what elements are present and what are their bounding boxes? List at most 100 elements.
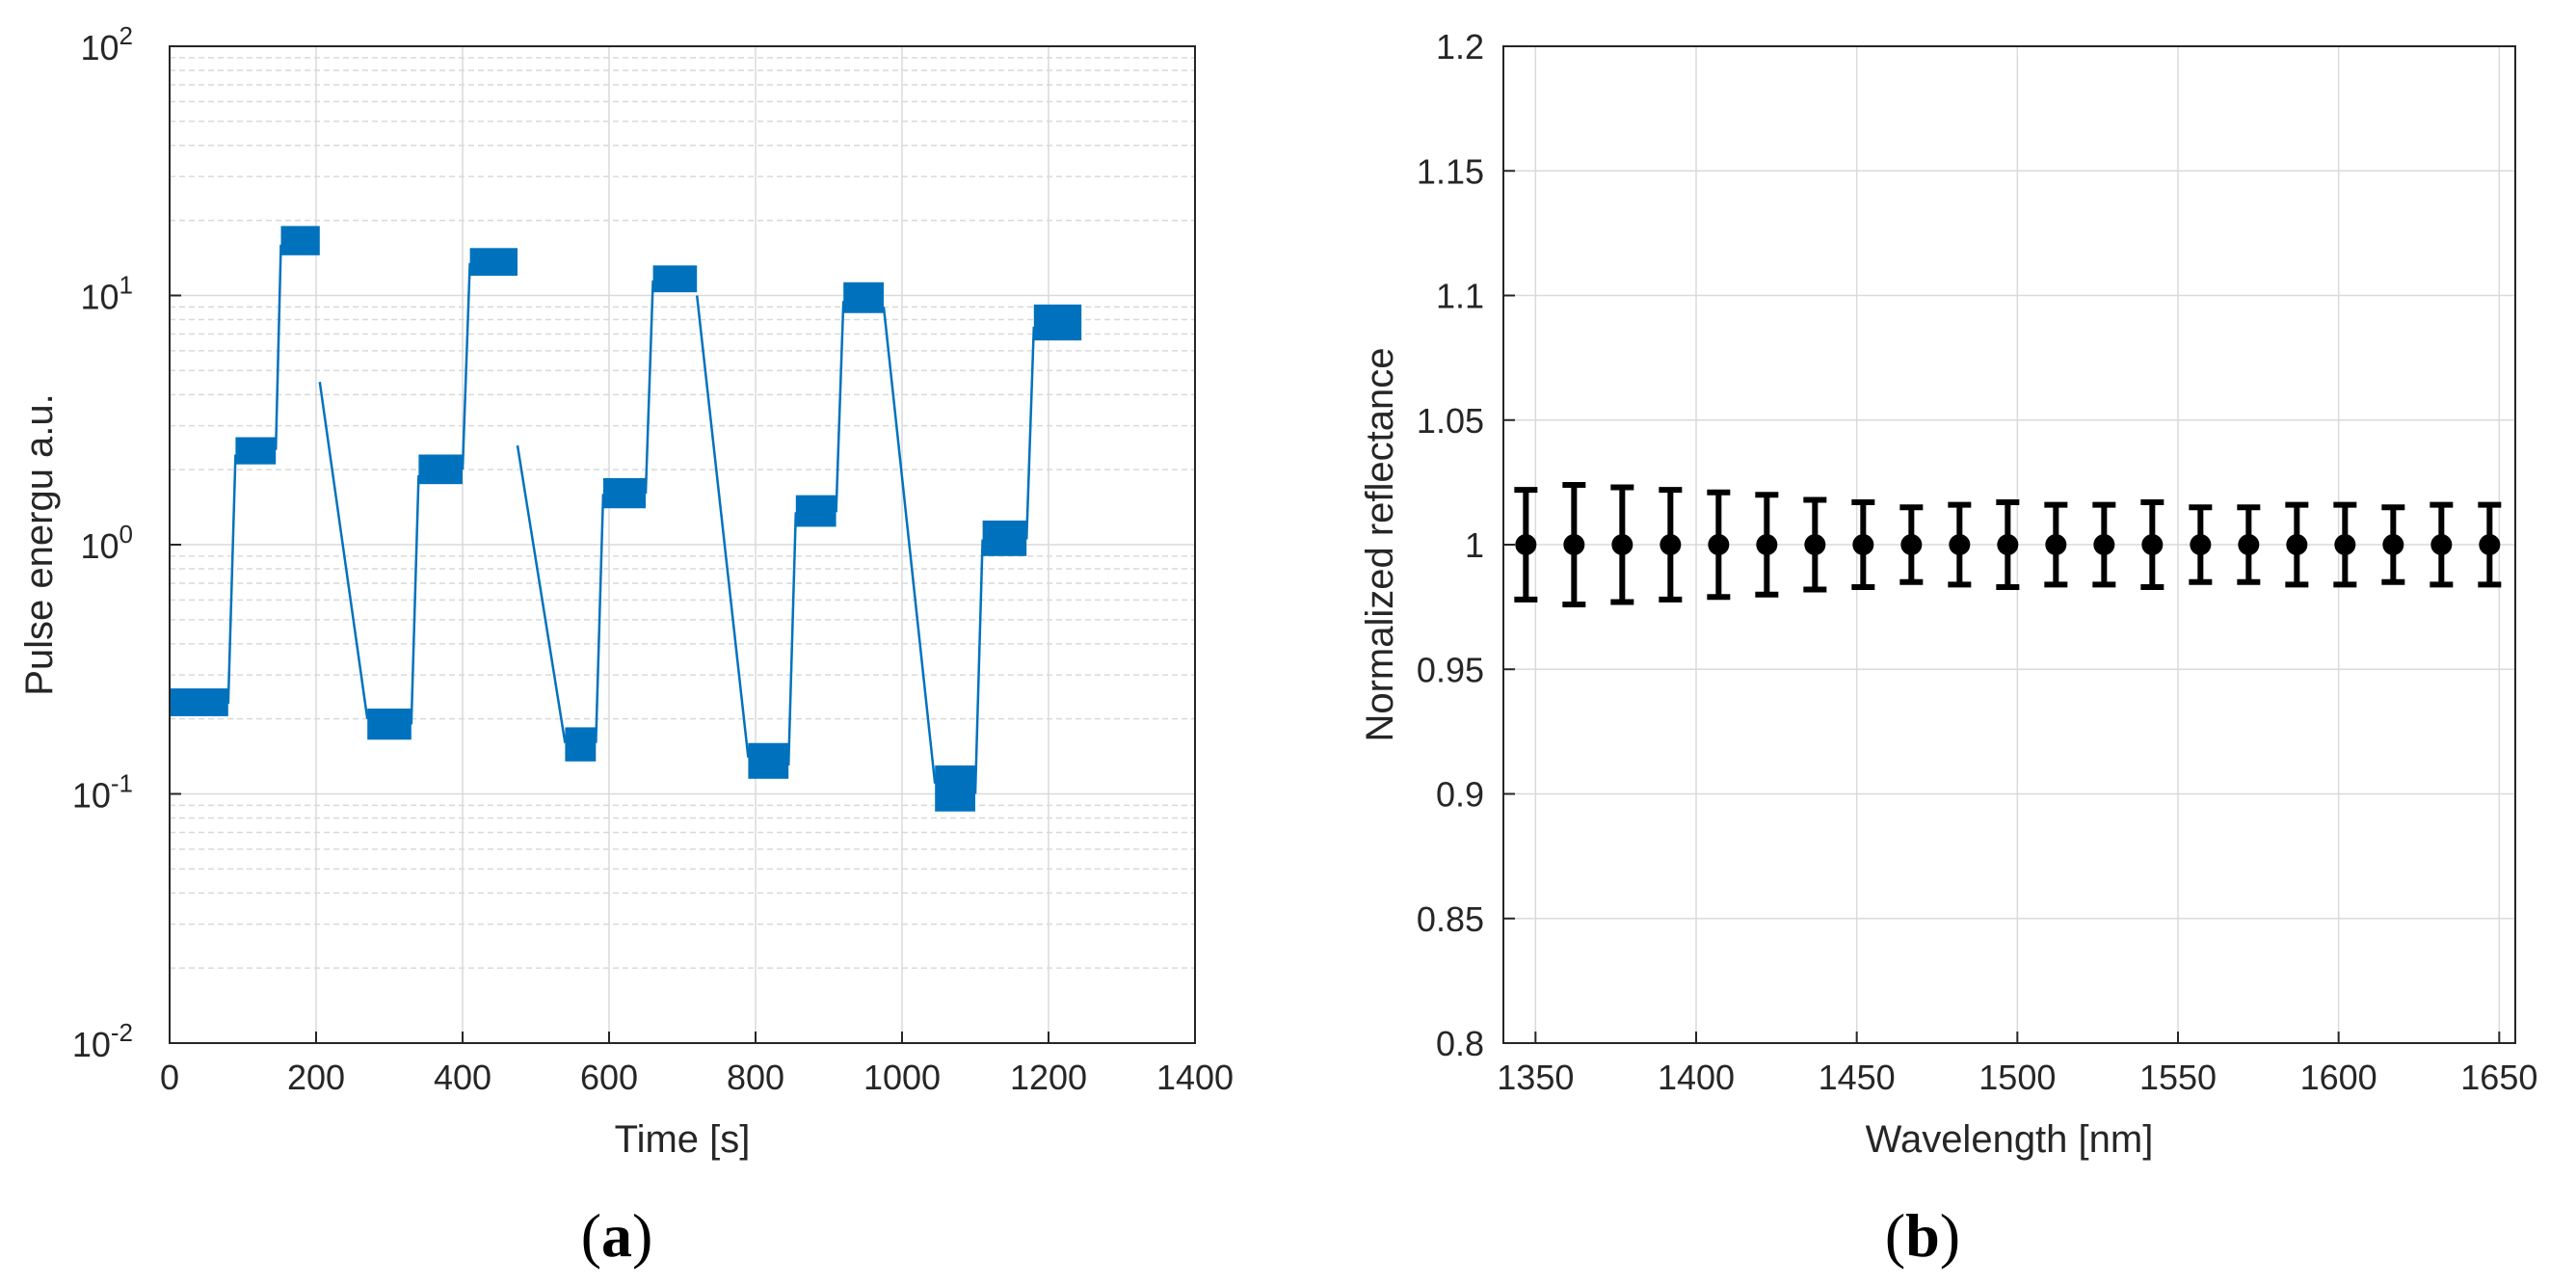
chart-a-transition-5 — [318, 381, 369, 719]
chart-b-errorbar-8 — [1899, 504, 1924, 585]
chart-b-errorbar-19 — [2430, 501, 2454, 588]
chart-b-errorbar-14 — [2189, 504, 2213, 585]
chart-a-transition-15 — [644, 280, 654, 495]
chart-a-ytick-label: 102 — [80, 21, 133, 67]
chart-b-ylabel: Normalized reflectance — [1359, 347, 1401, 741]
chart-b-errorbar-7 — [1851, 499, 1875, 590]
chart-b-xtick-label: 1550 — [2139, 1058, 2217, 1097]
chart-a-ytick-label: 101 — [80, 271, 133, 317]
chart-a-plateau-0 — [170, 688, 228, 716]
chart-b-point — [2190, 534, 2212, 555]
chart-b-ytick-label: 0.95 — [1417, 650, 1484, 689]
chart-b-point — [1611, 534, 1633, 555]
chart-b-point — [1756, 534, 1778, 555]
chart-b-point — [1900, 534, 1923, 555]
chart-a-xtick-label: 0 — [160, 1058, 179, 1097]
chart-b-errorbar-10 — [1996, 499, 2020, 590]
chart-a-transition-21 — [835, 301, 845, 513]
chart-b-ytick-label: 0.8 — [1436, 1024, 1484, 1063]
chart-b-errorbar-5 — [1755, 492, 1779, 598]
chart-b-ytick-label: 0.9 — [1436, 775, 1484, 815]
chart-a-transition-11 — [516, 444, 567, 743]
chart-b-point — [1563, 534, 1585, 555]
chart-b-xtick-label: 1600 — [2300, 1058, 2377, 1097]
chart-b-xlabel: Wavelength [nm] — [1866, 1118, 2154, 1161]
chart-b-errorbar-15 — [2237, 504, 2261, 585]
chart-b-errorbar-13 — [2140, 499, 2164, 590]
chart-b-ytick-label: 1.05 — [1417, 401, 1484, 441]
chart-a-xtick-label: 600 — [580, 1058, 638, 1097]
chart-a-transition-7 — [410, 474, 420, 725]
chart-a-transition-3 — [274, 244, 282, 450]
chart-b-panel-label: (b) — [1885, 1201, 1960, 1270]
chart-b-point — [2238, 534, 2260, 555]
chart-b-point — [1997, 534, 2019, 555]
chart-b-errorbar-9 — [1948, 501, 1972, 588]
chart-b-xtick-label: 1350 — [1497, 1058, 1574, 1097]
chart-b-errorbar-20 — [2478, 501, 2502, 588]
chart-a-xtick-labels: 0 200 400 600 800 1000 1200 1400 — [160, 1058, 1234, 1097]
chart-b-xtick-label: 1650 — [2460, 1058, 2537, 1097]
chart-b-ytick-label: 0.85 — [1417, 899, 1484, 939]
chart-b-point — [2093, 534, 2115, 555]
chart-a-plateau-14 — [602, 477, 646, 509]
chart-a-ytick-labels: 10-2 10-1 100 101 102 — [72, 21, 133, 1064]
chart-b-errorbar-3 — [1659, 487, 1683, 603]
chart-a-transition-9 — [461, 262, 471, 470]
chart-a-xtick-label: 1400 — [1156, 1058, 1234, 1097]
chart-b-xtick-labels: 1350 1400 1450 1500 1550 1600 1650 — [1497, 1058, 2537, 1097]
chart-a-plateau-4 — [280, 226, 320, 255]
chart-b-point — [1660, 534, 1682, 555]
chart-b-point — [2334, 534, 2356, 555]
chart-a-xlabel: Time [s] — [615, 1118, 751, 1161]
chart-b-ytick-labels: 0.8 0.85 0.9 0.95 1 1.05 1.1 1.15 1.2 — [1417, 27, 1484, 1063]
chart-a-xtick-label: 400 — [434, 1058, 491, 1097]
chart-b-ytick-label: 1.2 — [1436, 27, 1484, 67]
chart-a-plateau-2 — [235, 437, 277, 465]
chart-a-plateau-20 — [795, 495, 837, 527]
chart-a-plateau-10 — [469, 248, 518, 277]
chart-b-point — [1949, 534, 1971, 555]
chart-b-ytick-label: 1.15 — [1417, 151, 1484, 191]
chart-b-point — [2286, 534, 2308, 555]
chart-b-point — [1852, 534, 1874, 555]
chart-a-ylabel: Pulse energu a.u. — [18, 393, 61, 696]
chart-a-xtick-label: 1200 — [1010, 1058, 1087, 1097]
chart-b-errorbar-11 — [2044, 501, 2068, 588]
chart-b-errorbar-4 — [1707, 489, 1731, 601]
chart-a-transition-19 — [786, 512, 798, 766]
chart-b-ticks — [1503, 45, 2501, 1044]
chart-a-xtick-label: 1000 — [863, 1058, 941, 1097]
chart-a-ytick-label: 100 — [80, 520, 133, 566]
chart-a-panel-label: (a) — [581, 1201, 653, 1270]
chart-b-point — [2045, 534, 2067, 555]
chart-a: 0 200 400 600 800 1000 1200 1400 10-2 10-1 100 101… — [18, 21, 1234, 1270]
chart-b-ytick-label: 1 — [1465, 525, 1484, 565]
chart-a-transition-27 — [1024, 326, 1036, 540]
chart-b-point — [2382, 534, 2404, 555]
chart-a-series — [170, 226, 1082, 812]
chart-b-point — [1708, 534, 1730, 555]
chart-b-point — [2430, 534, 2453, 555]
chart-a-transition-13 — [595, 494, 605, 743]
chart-a-plateau-24 — [935, 765, 975, 812]
chart-b-errorbar-12 — [2092, 501, 2116, 588]
chart-a-xtick-label: 800 — [727, 1058, 784, 1097]
chart-b-xtick-label: 1500 — [1978, 1058, 2056, 1097]
chart-b: 1350 1400 1450 1500 1550 1600 1650 0.80.850.90… — [1359, 27, 2537, 1270]
chart-b-errorbar-18 — [2381, 504, 2405, 585]
chart-b-xtick-label: 1450 — [1819, 1058, 1896, 1097]
chart-b-errorbar-16 — [2285, 501, 2309, 588]
chart-b-xtick-label: 1400 — [1658, 1058, 1735, 1097]
chart-b-errorbar-0 — [1514, 487, 1538, 603]
chart-a-plateau-12 — [565, 727, 597, 762]
chart-b-ytick-label: 1.1 — [1436, 277, 1484, 316]
chart-b-point — [1804, 534, 1826, 555]
chart-a-transition-25 — [973, 539, 984, 794]
chart-a-transition-17 — [695, 295, 750, 758]
chart-a-transition-1 — [226, 454, 237, 705]
chart-b-series — [1514, 481, 2502, 608]
chart-a-ticks — [169, 45, 1196, 1044]
chart-b-point — [1515, 534, 1537, 555]
